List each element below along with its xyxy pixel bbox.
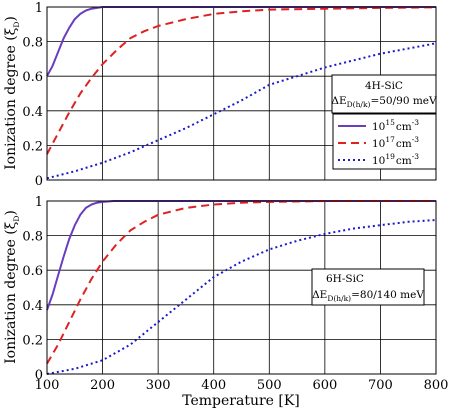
bottom-x-tick-600: 600 xyxy=(312,378,337,393)
bottom-y-axis-label: Ionization degree (ξD) xyxy=(3,210,21,364)
legend-label-1e19: 1019cm-3 xyxy=(372,152,419,167)
bottom-annotation-box: 6H-SiC ΔED(h/k)=80/140 meV xyxy=(311,268,425,306)
bottom-x-tick-700: 700 xyxy=(368,378,393,393)
legend: 1015cm-3 1017cm-3 1019cm-3 xyxy=(332,113,437,170)
legend-label-1e15: 1015cm-3 xyxy=(372,118,419,133)
bottom-y-tick-1: 1 xyxy=(35,195,43,210)
top-y-tick-0.8: 0.8 xyxy=(22,36,43,51)
bottom-x-tick-500: 500 xyxy=(257,378,282,393)
top-y-tick-0: 0 xyxy=(35,174,43,189)
top-annotation-line1: 4H-SiC xyxy=(365,80,403,92)
top-y-axis-label: Ionization degree (ξD) xyxy=(3,16,21,170)
bottom-y-tick-0.6: 0.6 xyxy=(22,264,43,279)
bottom-plot-frame xyxy=(46,200,437,375)
bottom-y-tick-0.4: 0.4 xyxy=(22,299,43,314)
top-series-line-1e17 xyxy=(46,6,437,155)
bottom-x-tick-100: 100 xyxy=(35,378,60,393)
top-y-tick-0.2: 0.2 xyxy=(22,139,43,154)
top-y-tick-0.6: 0.6 xyxy=(22,70,43,85)
bottom-series-line-1e17 xyxy=(46,200,436,365)
top-y-tick-1: 1 xyxy=(35,1,43,16)
bottom-y-tick-0: 0 xyxy=(35,368,43,383)
top-annotation-box: 4H-SiC ΔED(h/k)=50/90 meV xyxy=(331,74,437,114)
bottom-x-tick-800: 800 xyxy=(424,378,449,393)
bottom-x-tick-400: 400 xyxy=(201,378,226,393)
x-axis-label: Temperature [K] xyxy=(182,393,300,409)
bottom-annotation-line2: ΔED(h/k)=80/140 meV xyxy=(312,289,424,303)
top-series-line-1e19 xyxy=(46,42,437,180)
top-y-tick-0.4: 0.4 xyxy=(22,105,43,120)
bottom-y-tick-labels: 0 0.2 0.4 0.6 0.8 1 xyxy=(22,195,43,383)
top-panel: 0 0.2 0.4 0.6 0.8 1 Ionization degree (ξD) 4H… xyxy=(3,1,437,189)
top-y-tick-labels: 0 0.2 0.4 0.6 0.8 1 xyxy=(22,1,43,189)
bottom-annotation-frame xyxy=(311,268,425,306)
bottom-panel: 00.20.40.60.81 100 200 300 400 500 600 700 800 … xyxy=(3,195,448,409)
bottom-x-tick-200: 200 xyxy=(90,378,115,393)
bottom-y-tick-0.8: 0.8 xyxy=(22,230,43,245)
legend-label-1e17: 1017cm-3 xyxy=(372,135,419,150)
top-annotation-line2: ΔED(h/k)=50/90 meV xyxy=(331,95,437,109)
top-annotation-frame xyxy=(331,74,437,114)
bottom-x-tick-labels: 100 200 300 400 500 600 700 800 xyxy=(35,378,449,393)
bottom-annotation-line1: 6H-SiC xyxy=(326,273,364,285)
bottom-y-tick-0.2: 0.2 xyxy=(22,333,43,348)
legend-frame xyxy=(332,113,437,170)
bottom-x-tick-300: 300 xyxy=(146,378,171,393)
